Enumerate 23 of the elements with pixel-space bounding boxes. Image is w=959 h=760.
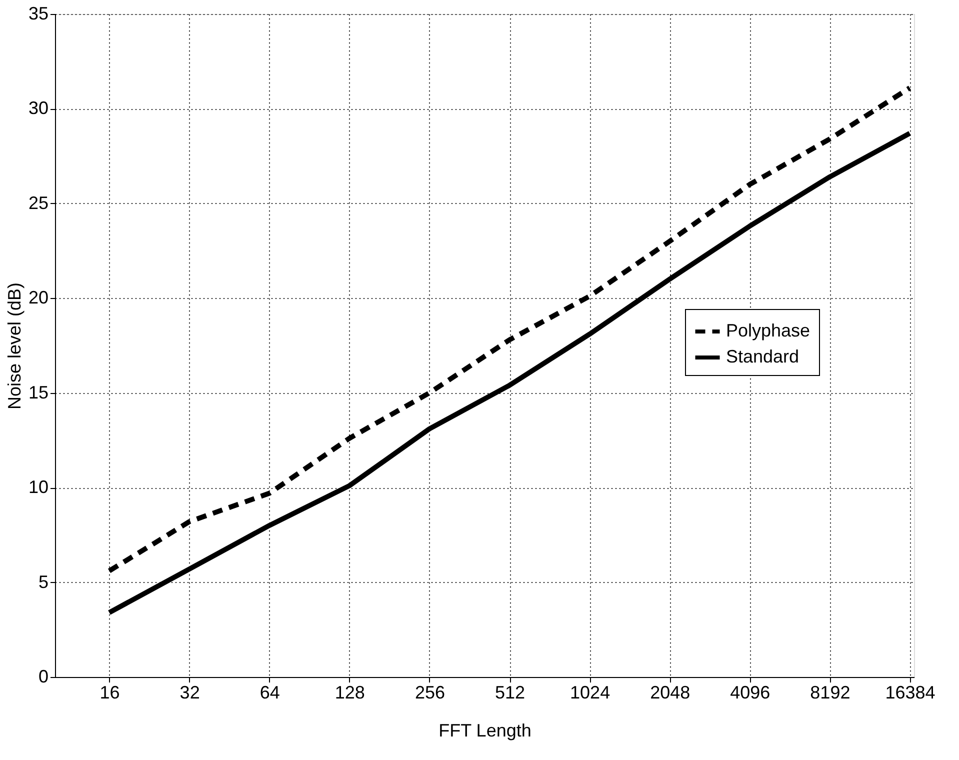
y-tick-label: 25	[28, 192, 48, 213]
x-tick-label: 128	[334, 682, 365, 702]
x-tick-label: 256	[414, 682, 445, 702]
y-tick-label: 5	[38, 572, 48, 592]
legend-label: Polyphase	[726, 320, 810, 340]
x-tick-label: 32	[180, 682, 200, 702]
y-tick-label: 0	[38, 666, 48, 686]
x-tick-label: 8192	[810, 682, 850, 702]
x-tick-label: 512	[494, 682, 526, 702]
x-axis-title: FFT Length	[438, 720, 532, 740]
y-tick-label: 15	[28, 382, 48, 402]
x-tick-label: 16	[100, 682, 120, 702]
x-tick-label: 64	[260, 682, 280, 702]
y-tick-label: 10	[28, 477, 48, 498]
y-tick-label: 35	[28, 4, 48, 24]
y-tick-label: 20	[28, 288, 48, 308]
y-axis-title: Noise level (dB)	[4, 282, 24, 410]
legend-label: Standard	[726, 346, 800, 366]
y-tick-label: 30	[28, 98, 48, 118]
x-tick-label: 1024	[570, 682, 610, 702]
x-tick-label: 16384	[885, 682, 936, 702]
x-tick-label: 2048	[650, 682, 690, 702]
x-tick-label: 4096	[730, 682, 770, 702]
